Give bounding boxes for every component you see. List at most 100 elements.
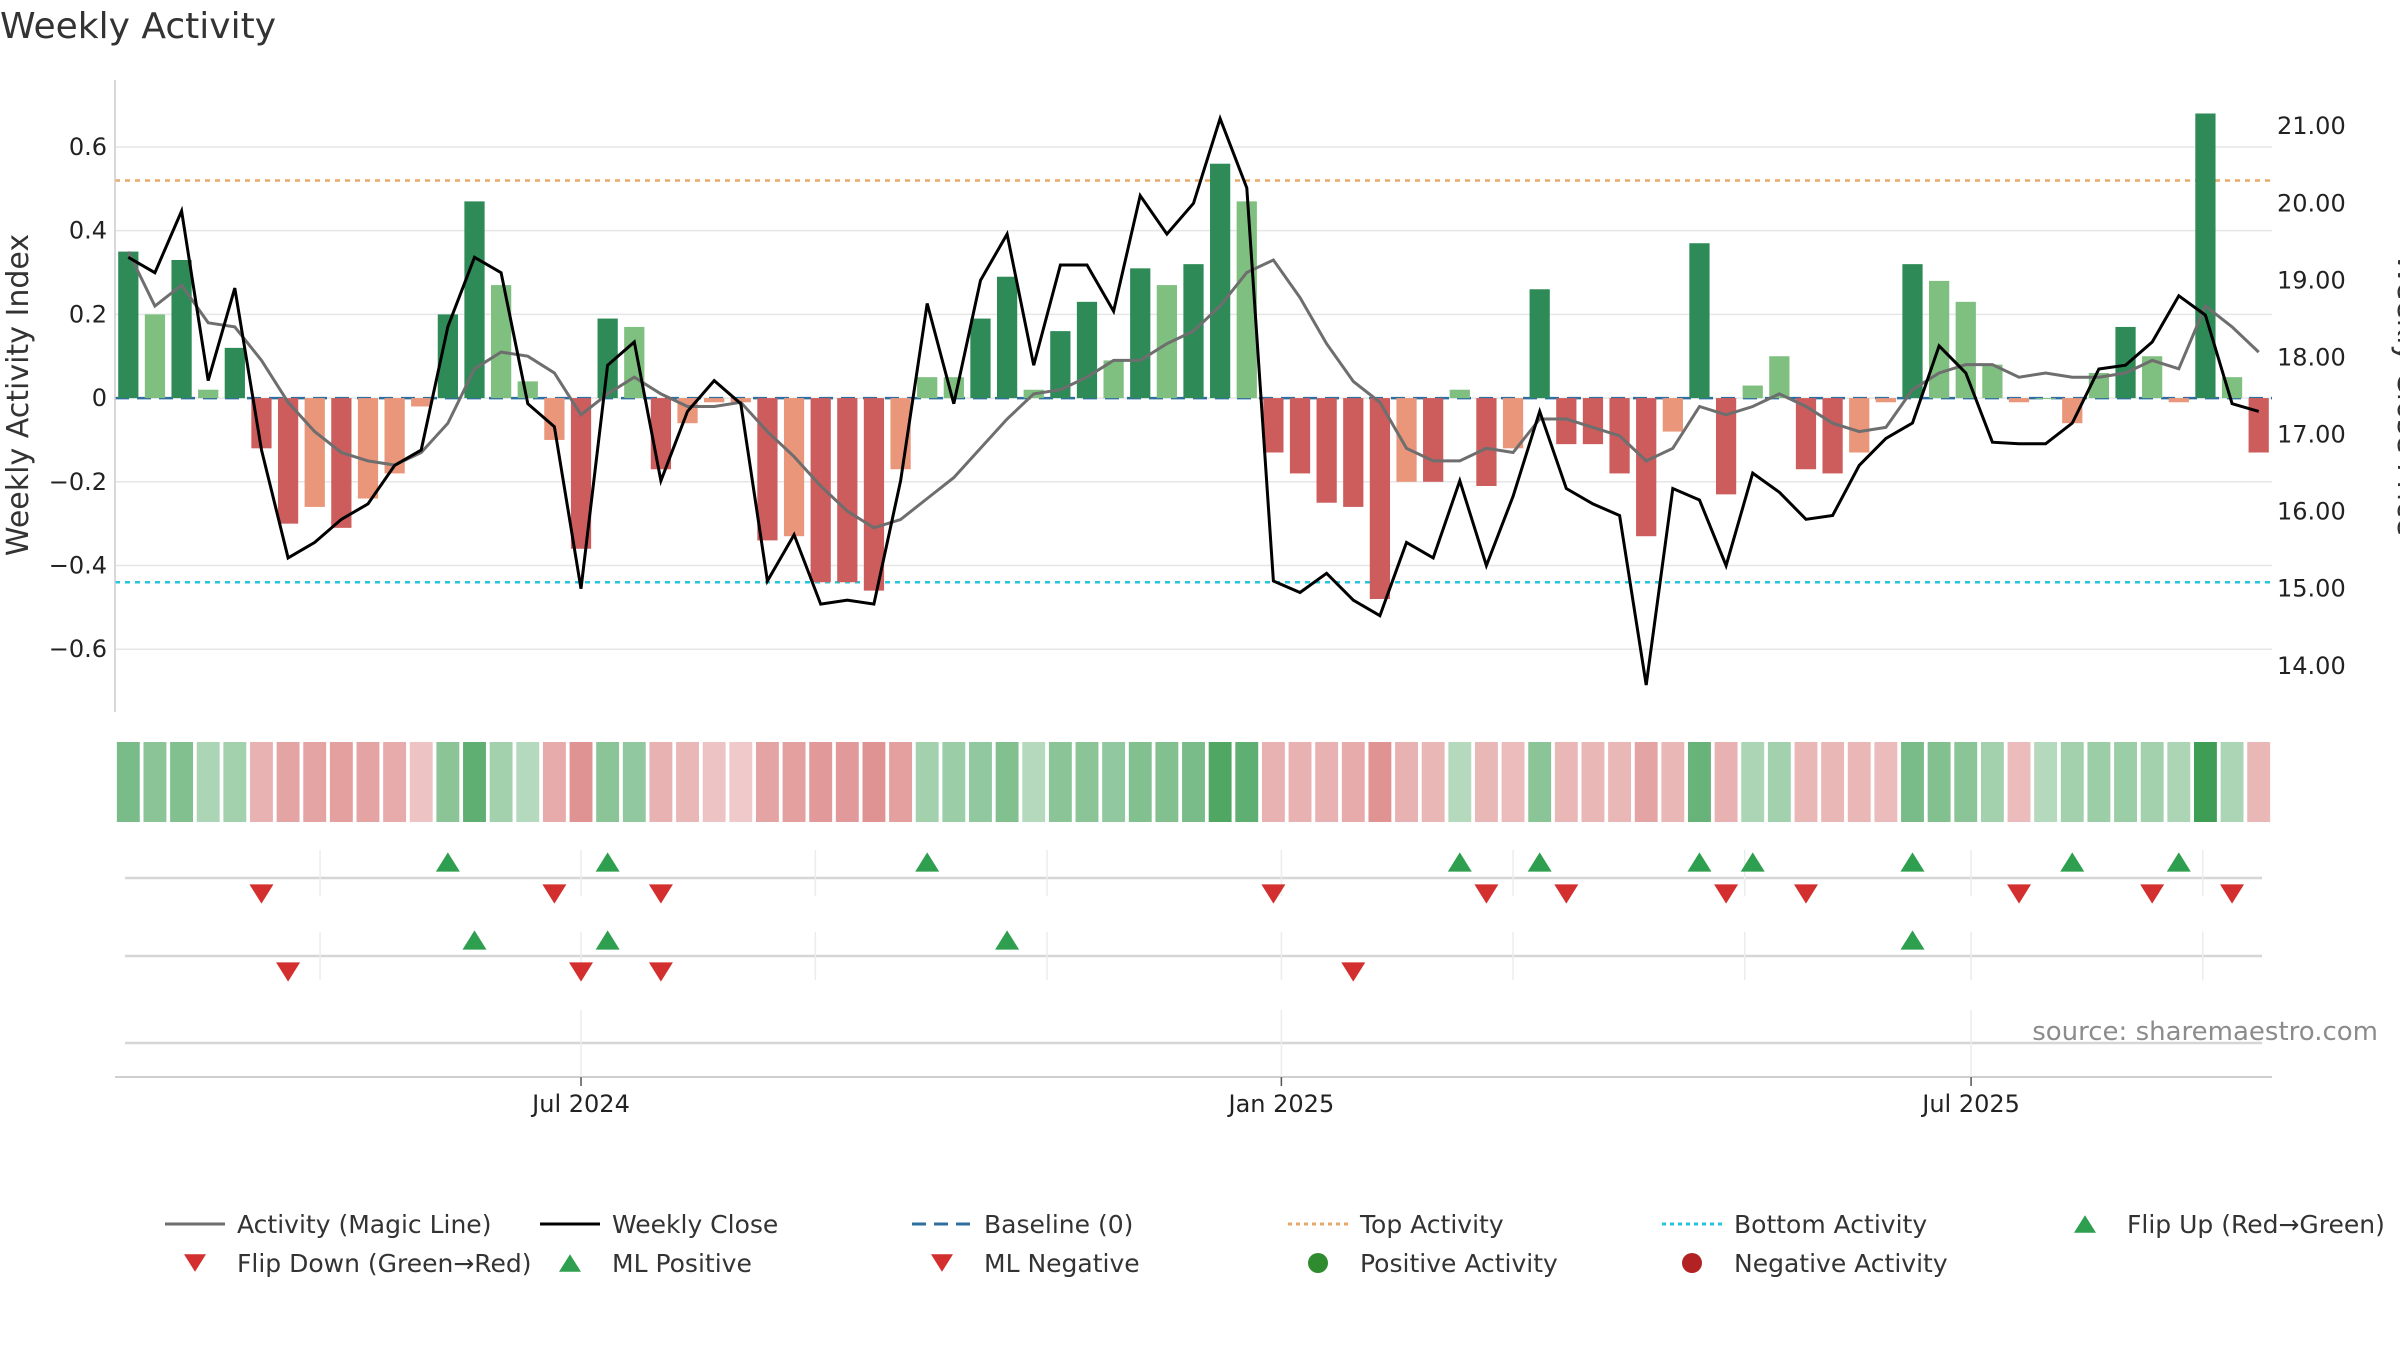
activity-bar bbox=[1289, 398, 1311, 474]
flip-down-marker bbox=[1714, 884, 1739, 904]
activity-bar bbox=[1502, 398, 1524, 449]
activity-bar bbox=[1076, 301, 1098, 399]
activity-bar bbox=[1103, 360, 1124, 399]
intensity-cell bbox=[1208, 742, 1232, 822]
intensity-cell bbox=[1661, 742, 1685, 822]
activity-bar bbox=[704, 398, 725, 403]
activity-bar bbox=[437, 314, 458, 399]
legend-label: Weekly Close bbox=[612, 1210, 778, 1239]
activity-bar bbox=[2168, 398, 2189, 403]
activity-bar bbox=[224, 347, 245, 399]
intensity-cell bbox=[2060, 742, 2084, 822]
intensity-cell bbox=[143, 742, 167, 822]
activity-bar bbox=[1689, 243, 1710, 399]
x-tick-label: Jan 2025 bbox=[1227, 1090, 1335, 1118]
activity-bar bbox=[570, 398, 592, 549]
intensity-cell bbox=[489, 742, 513, 822]
activity-bar bbox=[144, 314, 166, 399]
y-axis-label-right: Weekly Close Price bbox=[2390, 254, 2400, 536]
activity-bar bbox=[331, 398, 352, 528]
activity-bar bbox=[783, 398, 805, 537]
flip-down-marker bbox=[1793, 884, 1818, 904]
activity-bar bbox=[996, 276, 1018, 399]
flip-down-marker bbox=[1554, 884, 1579, 904]
intensity-cell bbox=[969, 742, 992, 822]
legend-item: Bottom Activity bbox=[1662, 1210, 1927, 1239]
legend-item: Top Activity bbox=[1288, 1210, 1504, 1239]
activity-bar bbox=[544, 398, 565, 440]
y-tick-label: −0.6 bbox=[49, 635, 107, 663]
magic-line bbox=[126, 250, 2260, 530]
y-tick-label: −0.4 bbox=[49, 552, 107, 580]
intensity-cell bbox=[835, 742, 859, 822]
intensity-cell bbox=[1182, 742, 1205, 822]
intensity-cell bbox=[196, 742, 220, 822]
flip-up-marker bbox=[915, 852, 940, 872]
activity-bar bbox=[384, 398, 405, 474]
activity-bar bbox=[118, 251, 139, 399]
intensity-cell bbox=[596, 742, 620, 822]
activity-bar bbox=[517, 381, 538, 399]
legend: Activity (Magic Line) Weekly Close Baselin… bbox=[165, 1210, 2385, 1278]
y2-tick-label: 17.00 bbox=[2277, 421, 2346, 449]
intensity-cell bbox=[2034, 742, 2058, 822]
activity-bar bbox=[970, 318, 991, 399]
legend-label: Flip Up (Red→Green) bbox=[2127, 1210, 2385, 1239]
axes: 0.6 0.4 0.2 0 −0.2 −0.4 −0.6 21.00 20.00 19.00 18.… bbox=[49, 80, 2346, 712]
flip-up-marker bbox=[435, 852, 460, 872]
legend-swatch bbox=[931, 1254, 953, 1272]
activity-bar bbox=[1369, 398, 1391, 599]
flip-down-marker bbox=[542, 884, 567, 904]
activity-bar bbox=[917, 377, 938, 399]
intensity-cell bbox=[755, 742, 779, 822]
intensity-cell bbox=[569, 742, 593, 822]
activity-bar bbox=[2115, 326, 2136, 399]
intensity-cell bbox=[1821, 742, 1845, 822]
intensity-cell bbox=[116, 742, 140, 822]
legend-item: ML Negative bbox=[931, 1249, 1140, 1278]
activity-bar bbox=[1715, 398, 1737, 495]
intensity-cell bbox=[329, 742, 353, 822]
intensity-cell bbox=[1474, 742, 1498, 822]
flip-down-marker bbox=[1474, 884, 1499, 904]
activity-bar bbox=[2248, 398, 2269, 453]
series-lines bbox=[126, 113, 2260, 686]
activity-bar bbox=[624, 326, 645, 399]
intensity-cell bbox=[223, 742, 247, 822]
activity-bar bbox=[1396, 398, 1417, 482]
intensity-cell bbox=[2193, 742, 2217, 822]
y2-tick-label: 19.00 bbox=[2277, 266, 2346, 294]
activity-bar bbox=[1982, 364, 2003, 399]
legend-item: Flip Down (Green→Red) bbox=[184, 1249, 532, 1278]
legend-label: Baseline (0) bbox=[984, 1210, 1133, 1239]
activity-bar bbox=[411, 398, 432, 407]
legend-item: Weekly Close bbox=[540, 1210, 778, 1239]
legend-item: Positive Activity bbox=[1308, 1249, 1558, 1278]
activity-bar bbox=[1769, 356, 1790, 399]
intensity-cell bbox=[622, 742, 646, 822]
activity-bar bbox=[1795, 398, 1817, 470]
ml-positive-marker bbox=[995, 930, 1020, 950]
legend-label: ML Positive bbox=[612, 1249, 752, 1278]
activity-bar bbox=[2062, 398, 2083, 424]
flip-down-marker bbox=[2007, 884, 2032, 904]
activity-bar bbox=[464, 201, 485, 399]
legend-item: Negative Activity bbox=[1682, 1249, 1948, 1278]
y2-tick-label: 20.00 bbox=[2277, 189, 2346, 217]
intensity-cell bbox=[250, 742, 273, 822]
legend-item: ML Positive bbox=[559, 1249, 752, 1278]
weekly-close-line bbox=[127, 113, 2260, 686]
activity-bar bbox=[1582, 398, 1604, 445]
ml-positive-marker bbox=[1900, 930, 1925, 950]
activity-bar bbox=[1130, 268, 1151, 399]
activity-bar bbox=[1955, 301, 1976, 399]
ml-negative-marker bbox=[276, 962, 301, 982]
activity-bar bbox=[730, 398, 751, 403]
intensity-cell bbox=[170, 742, 194, 822]
activity-bar bbox=[304, 398, 325, 507]
intensity-cell bbox=[1022, 742, 1046, 822]
legend-label: Bottom Activity bbox=[1734, 1210, 1927, 1239]
intensity-cell bbox=[1368, 742, 1392, 822]
intensity-cell bbox=[1874, 742, 1898, 822]
intensity-cell bbox=[409, 742, 433, 822]
